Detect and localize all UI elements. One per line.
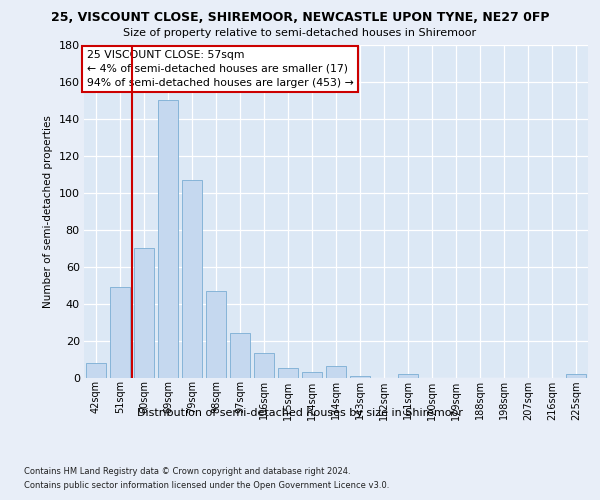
Bar [158,100,178,378]
Text: Distribution of semi-detached houses by size in Shiremoor: Distribution of semi-detached houses by … [137,408,463,418]
Bar [350,376,370,378]
Y-axis label: Number of semi-detached properties: Number of semi-detached properties [43,115,53,308]
Bar [230,333,250,378]
Bar [326,366,346,378]
Text: Size of property relative to semi-detached houses in Shiremoor: Size of property relative to semi-detach… [124,28,476,38]
Text: 25 VISCOUNT CLOSE: 57sqm
← 4% of semi-detached houses are smaller (17)
94% of se: 25 VISCOUNT CLOSE: 57sqm ← 4% of semi-de… [86,50,353,88]
Text: Contains HM Land Registry data © Crown copyright and database right 2024.: Contains HM Land Registry data © Crown c… [24,468,350,476]
Bar [302,372,322,378]
Bar [86,362,106,378]
Bar [134,248,154,378]
Bar [278,368,298,378]
Bar [566,374,586,378]
Bar [182,180,202,378]
Bar [254,354,274,378]
Text: Contains public sector information licensed under the Open Government Licence v3: Contains public sector information licen… [24,481,389,490]
Text: 25, VISCOUNT CLOSE, SHIREMOOR, NEWCASTLE UPON TYNE, NE27 0FP: 25, VISCOUNT CLOSE, SHIREMOOR, NEWCASTLE… [51,11,549,24]
Bar [206,290,226,378]
Bar [110,287,130,378]
Bar [398,374,418,378]
